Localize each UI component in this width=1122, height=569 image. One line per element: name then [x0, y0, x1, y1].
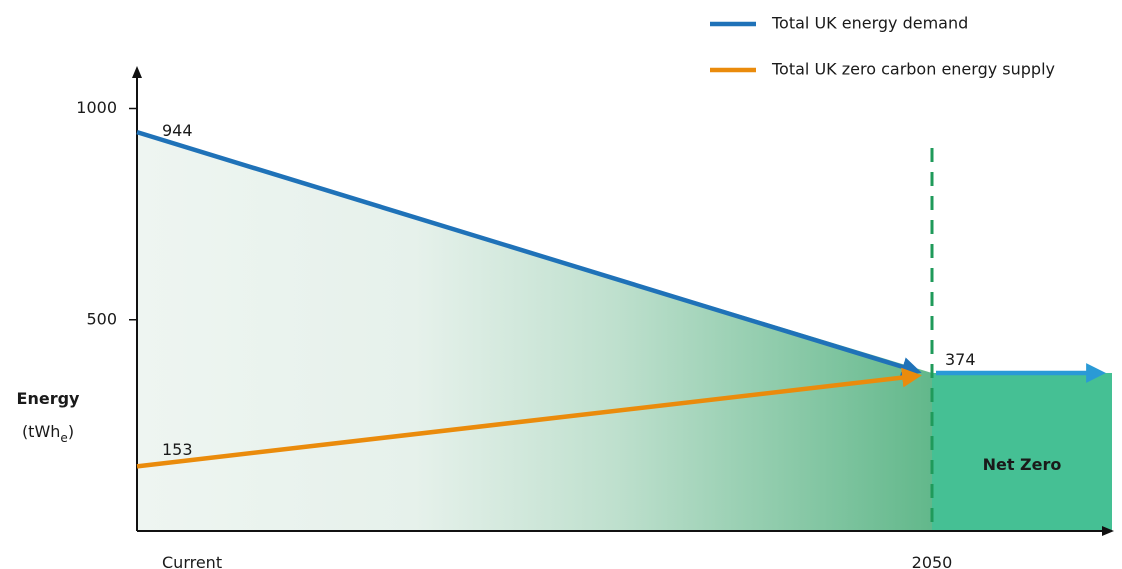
- y-tick-label-500: 500: [86, 309, 117, 328]
- supply-line: [136, 367, 922, 469]
- net-zero-area: [932, 372, 1112, 531]
- legend-label-demand: Total UK energy demand: [771, 14, 968, 33]
- x-axis-arrow-icon: [1102, 526, 1114, 536]
- supply-start-label: 153: [162, 440, 193, 459]
- end-value-label: 374: [945, 350, 976, 369]
- demand-line: [136, 130, 922, 377]
- x-label-current: Current: [162, 553, 222, 569]
- y-axis-unit-base: (tWh: [22, 422, 60, 441]
- y-axis-unit-subscript: e: [60, 431, 67, 445]
- legend: Total UK energy demand Total UK zero car…: [710, 14, 1055, 79]
- y-axis-unit-close: ): [68, 422, 74, 441]
- net-zero-label: Net Zero: [983, 455, 1062, 474]
- y-tick-label-1000: 1000: [76, 98, 117, 117]
- legend-label-supply: Total UK zero carbon energy supply: [771, 60, 1055, 79]
- y-axis-title: Energy: [17, 389, 81, 408]
- transition-area: [137, 132, 932, 531]
- x-label-2050: 2050: [912, 553, 953, 569]
- y-axis-arrow-icon: [132, 66, 142, 78]
- y-axis-unit: (tWhe): [22, 422, 74, 445]
- demand-start-label: 944: [162, 121, 193, 140]
